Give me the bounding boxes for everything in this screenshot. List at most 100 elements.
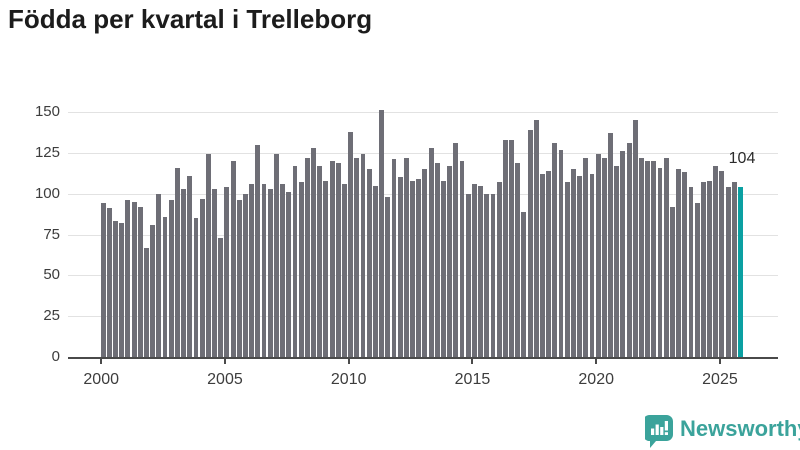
bar xyxy=(329,161,335,357)
bar xyxy=(484,193,490,357)
bar xyxy=(150,224,156,357)
bar xyxy=(422,169,428,357)
bar xyxy=(614,165,620,357)
bar xyxy=(688,187,694,357)
y-axis-label: 0 xyxy=(51,348,60,365)
bar xyxy=(657,167,663,357)
bar xyxy=(273,154,279,357)
y-axis-label: 125 xyxy=(34,143,60,161)
bar xyxy=(478,185,484,357)
bar xyxy=(676,169,682,357)
bar xyxy=(496,182,502,357)
bar xyxy=(725,187,731,357)
bar xyxy=(639,157,644,357)
bar xyxy=(304,157,310,357)
bar xyxy=(174,167,180,357)
bar xyxy=(187,175,193,357)
bar xyxy=(249,183,255,357)
gridline xyxy=(68,152,778,154)
bar xyxy=(372,185,378,357)
bar xyxy=(193,218,199,357)
x-axis-label: 2000 xyxy=(83,371,119,388)
bar xyxy=(453,143,459,357)
chart-plot-area: 0 25 50 75 100 125 150 2000 2005 2010 2015 2020 2025 xyxy=(35,95,778,388)
x-axis-tick xyxy=(595,359,598,364)
bar xyxy=(645,161,651,357)
bar xyxy=(243,193,248,357)
bar xyxy=(669,206,675,357)
bar xyxy=(713,165,719,357)
bar xyxy=(509,139,514,357)
x-axis-line xyxy=(68,357,778,359)
bar xyxy=(682,172,688,357)
bar xyxy=(434,162,440,357)
bar xyxy=(558,149,564,357)
bar xyxy=(267,188,273,357)
bar xyxy=(397,177,403,357)
bar xyxy=(144,247,149,357)
highlighted-bar xyxy=(738,187,743,357)
bar xyxy=(311,147,316,357)
bar xyxy=(410,180,415,357)
bar xyxy=(205,154,211,357)
bar xyxy=(459,161,465,357)
x-axis-tick xyxy=(471,359,474,364)
value-annotation: 104 xyxy=(728,150,756,167)
bar xyxy=(441,180,446,357)
bar xyxy=(694,203,700,357)
logo-bar-medium xyxy=(660,427,664,435)
y-axis-label: 50 xyxy=(43,266,60,284)
bar xyxy=(707,180,712,357)
newsworthy-logo-icon xyxy=(645,415,673,448)
bar xyxy=(533,120,539,357)
bar xyxy=(106,208,112,357)
x-axis-label: 2015 xyxy=(454,371,491,388)
bar xyxy=(546,170,552,357)
bar xyxy=(317,165,323,357)
bar xyxy=(255,144,261,357)
bar xyxy=(212,188,217,357)
bar xyxy=(113,221,118,357)
bar xyxy=(119,223,125,357)
bar xyxy=(280,183,286,357)
logo-exclamation-dot xyxy=(664,432,668,435)
bar xyxy=(620,151,626,357)
bar xyxy=(521,211,527,357)
logo-exclamation-stem xyxy=(664,421,668,431)
x-axis-tick xyxy=(223,359,226,364)
x-axis-label: 2025 xyxy=(702,371,738,388)
bar xyxy=(608,133,613,357)
y-axis-label: 100 xyxy=(34,184,60,202)
bar xyxy=(577,175,583,357)
bar xyxy=(527,129,533,357)
bar xyxy=(583,157,589,357)
bar xyxy=(100,203,106,357)
bar xyxy=(379,110,385,357)
logo-bar-small xyxy=(651,428,655,435)
bar xyxy=(552,143,558,357)
x-axis-tick xyxy=(718,359,721,364)
bar xyxy=(181,188,187,357)
newsworthy-logo: Newsworthy xyxy=(645,415,800,449)
bar xyxy=(168,200,174,357)
y-axis-label: 25 xyxy=(43,307,60,325)
bar xyxy=(261,183,267,357)
bar xyxy=(471,183,477,357)
bar xyxy=(447,165,453,357)
bar xyxy=(601,157,607,357)
bar xyxy=(385,196,391,357)
bar xyxy=(570,169,576,357)
bar xyxy=(719,170,725,357)
bar xyxy=(589,174,595,357)
bar xyxy=(391,159,397,357)
gridline xyxy=(68,112,778,113)
bar xyxy=(156,193,162,357)
bar xyxy=(286,192,292,357)
bar xyxy=(490,193,496,357)
bar xyxy=(416,178,422,357)
bar xyxy=(595,154,601,357)
page-title: Födda per kvartal i Trelleborg xyxy=(8,4,373,34)
bar xyxy=(162,216,168,357)
bar xyxy=(663,157,669,357)
